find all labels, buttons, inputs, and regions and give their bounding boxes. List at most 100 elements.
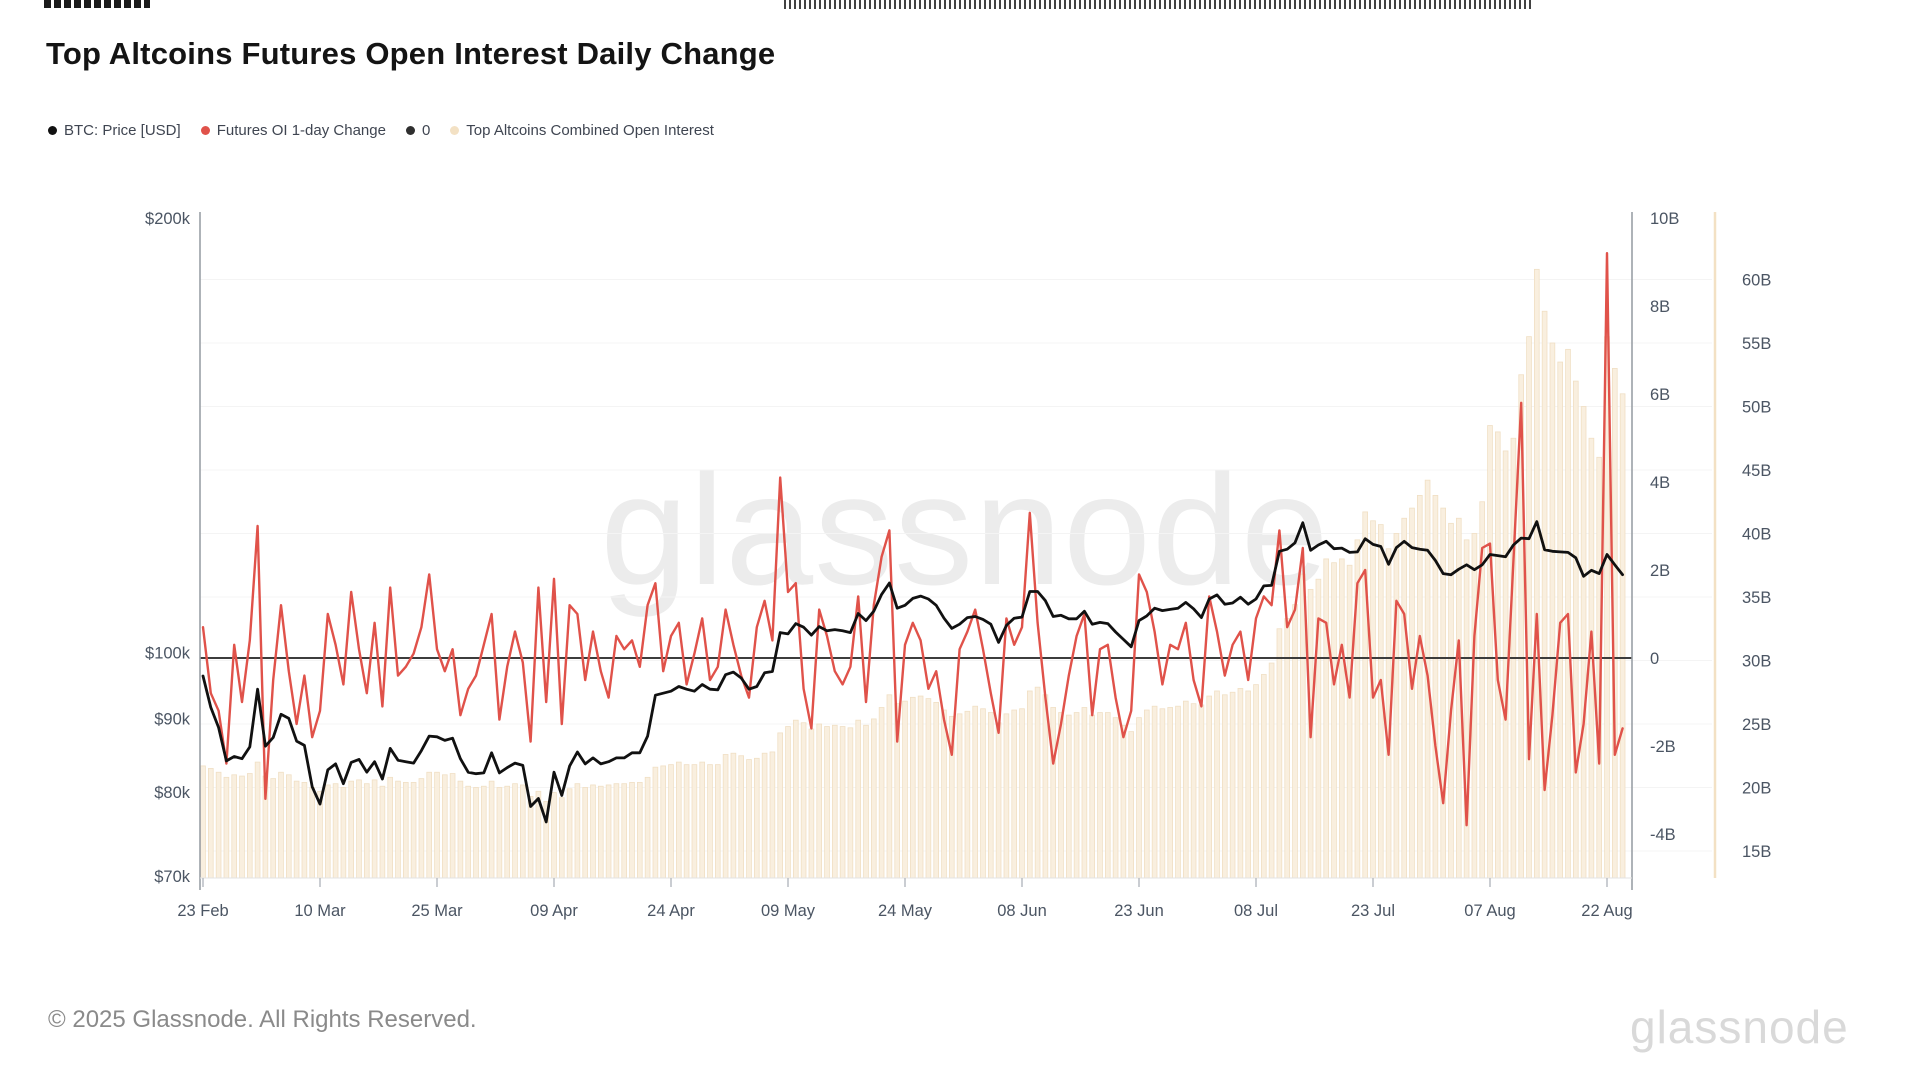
altcoin-oi-bar [473, 787, 479, 879]
x-axis-date-label: 08 Jul [1234, 902, 1278, 920]
altcoin-oi-bar [1409, 507, 1415, 879]
altcoin-oi-bar [246, 773, 253, 879]
altcoin-oi-bar [1276, 628, 1283, 879]
altcoin-oi-bar [1183, 700, 1189, 879]
altcoin-oi-bar [613, 783, 620, 879]
altcoin-oi-bar [1089, 714, 1096, 879]
glassnode-watermark: glassnode [600, 442, 1330, 618]
x-axis-date-label: 09 May [761, 902, 816, 920]
altcoin-oi-bar [1619, 393, 1626, 879]
altcoin-oi-bar [496, 787, 503, 879]
top-edge-marks-left [44, 0, 150, 8]
altcoin-oi-bar [379, 785, 386, 879]
altcoin-oi-bar [598, 785, 604, 879]
altcoin-oi-bar [1580, 406, 1587, 879]
right-outer-axis-tick-label: 45B [1742, 462, 1771, 480]
altcoin-oi-bar [691, 764, 698, 879]
altcoin-oi-bar [278, 771, 284, 879]
altcoin-oi-bar [832, 724, 838, 879]
altcoin-oi-bar [402, 782, 409, 879]
altcoin-oi-bar [1144, 709, 1150, 879]
altcoin-oi-bar [566, 788, 573, 879]
legend-item-combined-oi[interactable]: Top Altcoins Combined Open Interest [450, 122, 714, 139]
legend-dot-cream-icon [450, 126, 460, 135]
altcoin-oi-bar [988, 712, 994, 879]
altcoin-oi-bar [824, 726, 830, 879]
right-inner-axis-tick-label: 4B [1650, 474, 1670, 492]
altcoin-oi-bar [855, 719, 861, 879]
altcoin-oi-bar [793, 719, 799, 879]
altcoin-oi-bar [574, 783, 581, 879]
altcoin-oi-bar [707, 764, 713, 879]
altcoin-oi-bar [1370, 520, 1376, 879]
altcoin-oi-bar [418, 778, 425, 879]
right-inner-axis-tick-label: -2B [1650, 738, 1676, 756]
altcoin-oi-bar [465, 785, 471, 879]
altcoin-oi-bar [769, 751, 776, 879]
altcoin-oi-bar [340, 787, 347, 879]
altcoin-oi-bar [637, 782, 643, 879]
altcoin-oi-bar [995, 722, 1002, 879]
altcoin-oi-bar [785, 726, 791, 879]
altcoin-oi-bar [1526, 336, 1532, 879]
altcoin-oi-bar [1151, 705, 1158, 879]
altcoin-oi-bar [449, 773, 456, 879]
altcoin-oi-bar [761, 752, 768, 879]
altcoin-oi-bar [956, 713, 963, 879]
altcoin-oi-bar [363, 783, 370, 879]
altcoin-oi-bar [699, 761, 705, 879]
altcoin-oi-bar [324, 784, 331, 879]
altcoin-oi-bar [1463, 539, 1470, 879]
right-outer-axis-tick-label: 30B [1742, 653, 1771, 671]
altcoin-oi-bar [1300, 573, 1306, 879]
altcoin-oi-bar [683, 764, 690, 879]
altcoin-oi-bar [1066, 714, 1072, 879]
legend-dot-black-icon [48, 126, 57, 135]
right-inner-axis-tick-label: 10B [1650, 210, 1679, 228]
legend-item-btc-price[interactable]: BTC: Price [USD] [48, 122, 181, 139]
legend-label: Top Altcoins Combined Open Interest [466, 122, 714, 139]
altcoin-oi-bar [1534, 268, 1540, 879]
altcoin-oi-bar [1136, 717, 1142, 879]
altcoin-oi-bar [941, 709, 947, 879]
x-axis-date-label: 08 Jun [997, 902, 1047, 920]
legend-item-oi-change[interactable]: Futures OI 1-day Change [200, 122, 386, 139]
right-outer-axis-tick-label: 25B [1742, 716, 1771, 734]
altcoin-oi-bar [223, 776, 230, 879]
x-axis-date-label: 23 Jul [1351, 902, 1395, 920]
altcoin-oi-bar [480, 785, 487, 879]
right-outer-axis-tick-label: 35B [1742, 589, 1771, 607]
altcoin-oi-bar [441, 774, 448, 879]
altcoin-oi-bar [1237, 688, 1244, 879]
altcoin-oi-bar [1417, 494, 1423, 879]
altcoin-oi-bar [1292, 604, 1298, 879]
altcoin-oi-bar [621, 783, 627, 879]
altcoin-oi-bar [387, 776, 393, 879]
altcoin-oi-bar [215, 771, 222, 879]
altcoin-oi-bar [1268, 662, 1275, 879]
altcoin-oi-bar [722, 754, 729, 879]
altcoin-oi-bar [301, 782, 308, 879]
altcoin-oi-bar [1175, 705, 1181, 879]
altcoin-oi-bar [1011, 709, 1017, 879]
altcoin-oi-bar [1120, 724, 1127, 879]
altcoin-oi-bar [239, 775, 245, 879]
altcoin-oi-bar [1128, 731, 1135, 879]
altcoin-oi-bar [1323, 558, 1330, 879]
altcoin-oi-bar [1003, 713, 1010, 879]
altcoin-oi-bar [1019, 708, 1025, 879]
altcoin-oi-bar [871, 718, 877, 879]
altcoin-oi-bar [933, 702, 939, 879]
altcoin-oi-bar [1081, 707, 1088, 879]
altcoin-oi-bar [917, 695, 924, 879]
altcoin-oi-bar [488, 780, 495, 879]
altcoin-oi-bar [1401, 517, 1408, 879]
x-axis-date-label: 07 Aug [1464, 902, 1515, 920]
altcoin-oi-bar [925, 698, 932, 879]
x-axis-date-label: 24 May [878, 902, 933, 920]
right-outer-axis-tick-label: 15B [1742, 843, 1771, 861]
legend-item-zero[interactable]: 0 [405, 122, 430, 139]
altcoin-oi-bar [746, 759, 752, 879]
altcoin-oi-bar [980, 708, 986, 879]
